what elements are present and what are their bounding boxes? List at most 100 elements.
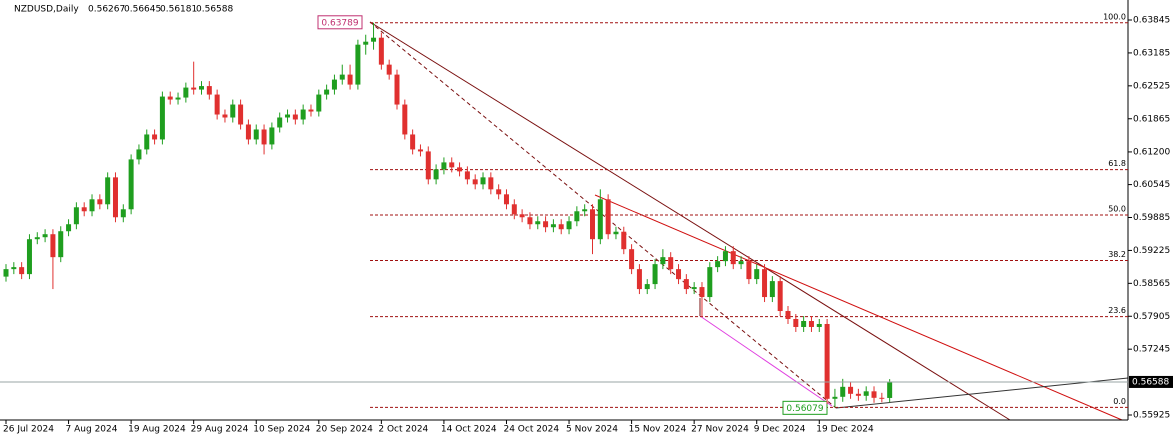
candle-body — [253, 129, 259, 140]
x-tick-label: 10 Sep 2024 — [253, 425, 310, 435]
x-tick-label: 20 Sep 2024 — [316, 425, 373, 435]
candle-body — [597, 199, 603, 240]
candle-body — [488, 177, 494, 190]
x-tick-label: 19 Aug 2024 — [128, 425, 186, 435]
candle-body — [324, 89, 330, 95]
ohlc-high: 0.56645 — [124, 5, 161, 15]
candle-body — [503, 194, 509, 205]
candle-body — [550, 224, 556, 228]
candle-body — [433, 169, 439, 180]
candle-body — [824, 323, 830, 399]
candle-body — [277, 117, 283, 128]
candle-body — [308, 109, 314, 112]
candle-body — [331, 79, 337, 90]
candle-body — [855, 393, 861, 396]
candle-body — [402, 104, 408, 135]
candle-body — [746, 261, 752, 280]
x-tick-label: 19 Dec 2024 — [816, 425, 874, 435]
y-tick-label: 0.57905 — [1133, 312, 1170, 322]
candle-body — [81, 207, 87, 212]
current-price-label: 0.56588 — [1132, 377, 1169, 387]
ohlc-close: 0.56588 — [196, 5, 233, 15]
candle-body — [159, 96, 165, 140]
candle-body — [863, 391, 869, 396]
candle-body — [97, 199, 103, 205]
candle-body — [73, 207, 79, 225]
candle-body — [394, 74, 400, 105]
candle-body — [449, 162, 455, 168]
candle-body — [629, 249, 635, 270]
y-tick-label: 0.57245 — [1133, 345, 1170, 355]
candle-body — [879, 397, 885, 399]
candle-body — [105, 177, 111, 205]
candle-body — [245, 124, 251, 140]
candle-body — [636, 269, 642, 290]
candle-body — [762, 269, 768, 298]
candle-body — [519, 214, 525, 218]
candle-body — [644, 284, 650, 290]
candle-body — [199, 86, 204, 90]
candle-body — [300, 109, 306, 120]
candle-body — [816, 323, 822, 327]
candle-body — [590, 209, 595, 240]
candle-body — [457, 167, 463, 172]
channel-line — [835, 377, 1129, 409]
candle-body — [58, 231, 64, 258]
candle-body — [363, 41, 369, 45]
y-tick-label: 0.60545 — [1133, 180, 1170, 190]
candle-body — [652, 264, 658, 285]
candle-body — [566, 221, 572, 230]
candle-body — [136, 149, 142, 160]
candle-body — [386, 64, 392, 75]
candle-body — [191, 87, 197, 90]
candle-body — [777, 281, 783, 312]
x-tick-label: 24 Oct 2024 — [503, 425, 559, 435]
fib-label: 38.2 — [1108, 250, 1126, 259]
candle-body — [699, 287, 705, 298]
y-tick-label: 0.62525 — [1133, 81, 1170, 91]
candle-body — [355, 44, 361, 85]
x-tick-label: 27 Nov 2024 — [691, 425, 749, 435]
candle-body — [574, 211, 580, 222]
candle-body — [339, 74, 345, 80]
candle-body — [707, 267, 713, 298]
candle-body — [660, 257, 666, 265]
candle-body — [316, 94, 322, 112]
price-box — [317, 15, 363, 30]
candle-body — [582, 209, 588, 212]
candle-body — [292, 114, 298, 120]
price-annotation: 0.56079 — [786, 404, 823, 414]
candle-body — [808, 320, 814, 327]
trend-line — [369, 21, 1011, 421]
candle-body — [144, 134, 150, 150]
candle-body — [378, 37, 384, 65]
fib-label: 50.0 — [1108, 205, 1126, 214]
candle-body — [715, 261, 721, 268]
candle-body — [206, 86, 212, 95]
candle-body — [558, 224, 564, 230]
candle-body — [175, 97, 181, 100]
candle-body — [730, 251, 736, 265]
candle-body — [261, 129, 267, 145]
trend-lines — [369, 21, 1129, 421]
candle-body — [496, 189, 502, 195]
candle-body — [769, 281, 775, 298]
x-tick-label: 29 Aug 2024 — [191, 425, 249, 435]
trend-line — [594, 194, 1123, 421]
x-tick-label: 15 Nov 2024 — [629, 425, 687, 435]
candle-body — [441, 162, 447, 170]
candle-body — [621, 231, 627, 250]
candle-body — [722, 251, 728, 262]
candle-body — [527, 217, 533, 225]
trend-line — [699, 315, 833, 407]
candle-body — [464, 171, 470, 180]
candle-body — [691, 287, 697, 290]
candle-body — [112, 177, 118, 218]
fib-label: 100.0 — [1103, 12, 1126, 21]
candle-body — [417, 149, 423, 152]
y-tick-label: 0.61865 — [1133, 114, 1170, 124]
y-tick-label: 0.59885 — [1133, 213, 1170, 223]
price-annotation: 0.63789 — [321, 18, 358, 28]
